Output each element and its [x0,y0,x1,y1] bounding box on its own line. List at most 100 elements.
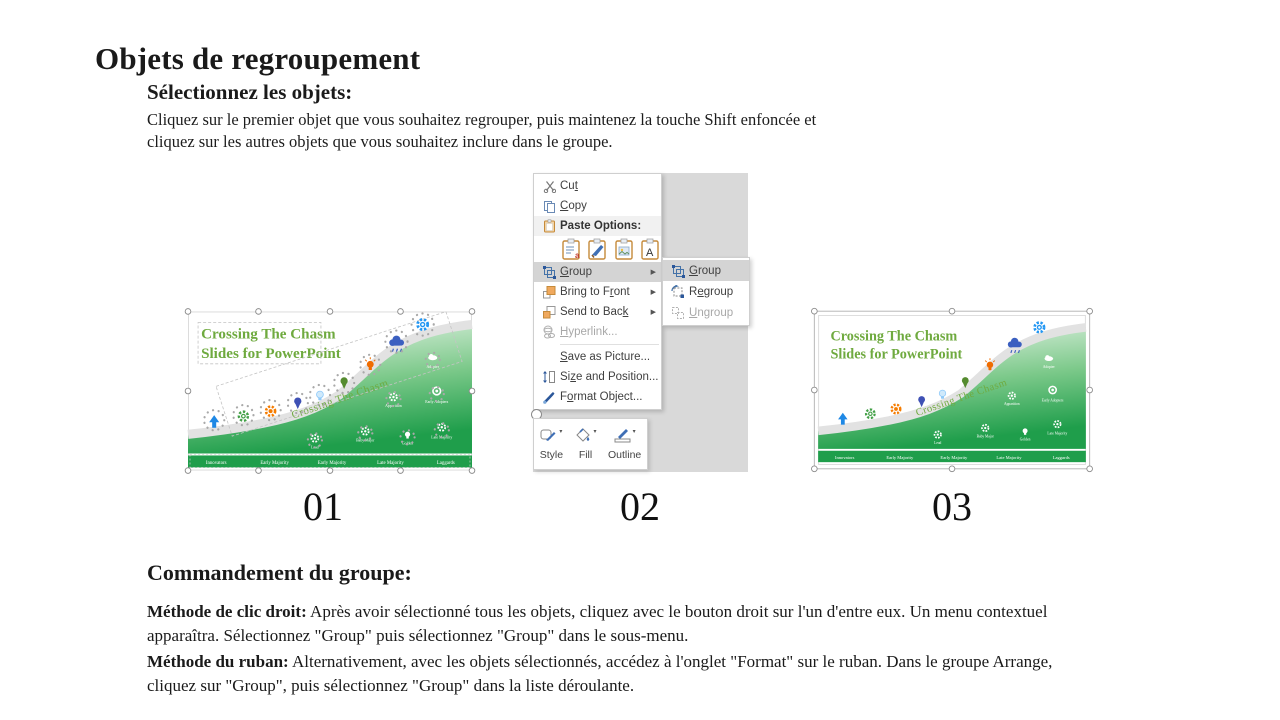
section-select-objects: Sélectionnez les objets: Cliquez sur le … [147,80,837,153]
gear-icon [416,318,430,331]
section-group-command: Commandement du groupe: Méthode de clic … [147,560,1085,701]
rain-cloud-icon [1007,337,1022,354]
style-button[interactable]: ▾ Style [539,428,564,461]
gear-icon [360,426,370,436]
fill-button[interactable]: ▾ Fill [575,427,597,461]
bulb-icon [1022,428,1028,435]
slide-title-line2: Slides for PowerPoint [201,346,341,362]
band-label: Early Majority [260,461,289,466]
gear-icon [1033,321,1046,334]
svg-text:a: a [575,251,580,260]
outline-button[interactable]: ▾ Outline [607,428,642,461]
slide-title-line1: Crossing The Chasm [201,327,336,343]
rain-cloud-icon [389,335,405,352]
paste-destination-theme-icon[interactable] [587,237,609,261]
gear-icon [310,434,320,443]
band-label: Laggards [437,461,455,466]
bulb-icon [404,431,411,439]
slide-title-line1: Crossing The Chasm [830,329,957,345]
paste-options-row: a A [534,236,661,262]
bulb-icon [364,357,376,371]
menu-item-size-and-position[interactable]: Size and Position... [534,367,661,387]
send-to-back-icon [538,305,560,319]
slide-title-line2: Slides for PowerPoint [830,347,962,363]
bulb-icon [938,389,947,399]
shape-outline-icon [614,428,632,447]
band-label: Late Majority [996,455,1022,460]
cloud-icon [1044,355,1054,362]
paste-text-only-icon[interactable]: A [640,237,662,261]
paste-picture-icon[interactable] [613,237,635,261]
submenu-item-ungroup: Ungroup [663,302,749,323]
mini-label: Early Adopters [1042,398,1064,402]
arrow-up-icon [209,415,220,428]
mini-label: Lead [934,441,941,445]
svg-text:A: A [646,247,654,259]
group-icon [538,265,560,279]
map-pin-icon [918,396,926,408]
mini-label: Baby Major [977,434,995,438]
adoption-band [818,450,1086,463]
mini-label: Early Adopters [425,400,448,404]
menu-separator [560,344,659,345]
group-selection-handles[interactable] [811,307,1093,473]
menu-item-copy[interactable]: Copy [534,196,661,216]
bring-to-front-icon [538,285,560,299]
chasm-curve [187,320,473,439]
group-icon [667,264,689,278]
menu-item-format-object[interactable]: Format Object... [534,387,661,407]
adoption-band [188,455,472,468]
scissors-icon [538,180,560,193]
shape-fill-icon [575,427,593,447]
submenu-arrow-icon: ▶ [650,309,656,316]
size-position-icon [538,370,560,384]
dropdown-arrow-icon: ▾ [559,428,563,435]
chasm-curve [817,323,1087,436]
edge-selection-handles [184,308,476,474]
hyperlink-icon [538,325,560,339]
menu-item-paste-options: Paste Options: [534,216,661,236]
menu-item-save-as-picture[interactable]: Save as Picture... [560,351,651,363]
right-click-method-lead: Méthode de clic droit: [147,602,307,621]
band-label: Early Majority [318,461,347,466]
floating-format-toolbar: ▾ Style ▾ Fill ▾ Outline [533,418,648,470]
submenu-arrow-icon: ▶ [650,269,656,276]
mini-label: Adopter [1043,365,1056,369]
step-number-3: 03 [932,484,972,529]
green-hill-area [188,324,472,454]
section1-heading: Sélectionnez les objets: [147,80,353,104]
sun-gear-icon [890,403,902,415]
step-number-2: 02 [620,484,660,529]
menu-item-hyperlink: Hyperlink... [534,322,661,342]
map-pin-icon [961,377,969,389]
dropdown-arrow-icon: ▾ [593,428,597,435]
section2-heading: Commandement du groupe: [147,560,412,585]
figure-step3-grouped-object[interactable]: Innovators Early Majority Early Majority… [811,307,1093,473]
figure-step1-selected-objects[interactable]: Innovators Early Majority Early Majority… [184,308,476,474]
submenu-item-group[interactable]: Group [663,260,749,281]
copy-icon [538,200,560,213]
format-object-icon [538,390,560,404]
menu-item-cut[interactable]: Cut [534,176,661,196]
band-label: Innovators [206,461,227,466]
bulb-icon [316,390,324,401]
ribbon-method-paragraph: Méthode du ruban: Alternativement, avec … [147,652,1053,696]
menu-item-group[interactable]: Group ▶ [534,262,661,282]
mini-label: Apparition [1004,402,1020,406]
submenu-item-regroup[interactable]: Regroup [663,281,749,302]
paste-keep-source-icon[interactable]: a [560,237,582,261]
band-label: Late Majority [377,461,404,466]
section1-body: Cliquez sur le premier objet que vous so… [147,110,817,152]
context-menu: Cut Copy Paste Options: a [533,173,662,410]
menu-item-send-to-back[interactable]: Send to Back ▶ [534,302,661,322]
figure-step2-context-menu: Cut Copy Paste Options: a [531,173,750,472]
gear-icon [1053,420,1062,429]
gear-icon [237,410,250,422]
menu-item-bring-to-front[interactable]: Bring to Front ▶ [534,282,661,302]
sun-gear-icon [264,405,277,417]
page-title: Objets de regroupement [95,40,421,76]
green-hill-area [818,327,1086,449]
band-label: Early Majority [886,455,914,460]
arrow-up-icon [838,412,848,425]
band-label: Laggards [1053,455,1070,460]
